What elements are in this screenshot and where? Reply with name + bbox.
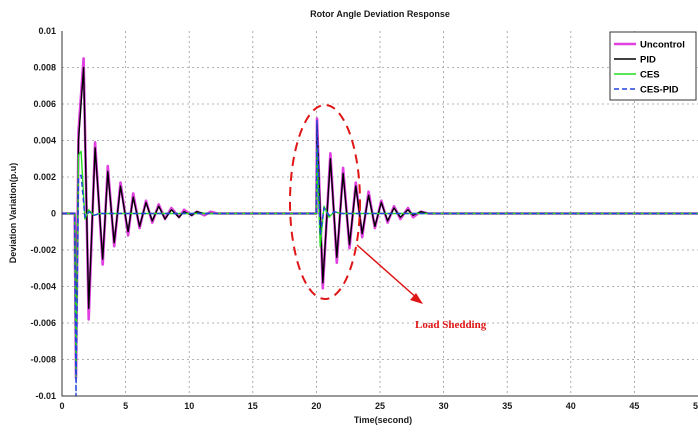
y-axis-label: Deviation Variation(p.u)	[8, 163, 18, 264]
x-axis-label: Time(second)	[354, 415, 412, 425]
y-tick-label: -0.01	[35, 391, 56, 401]
y-tick-label: 0.004	[33, 136, 56, 146]
x-tick-label: 5	[693, 401, 698, 411]
load-shedding-label: Load Shedding	[415, 319, 487, 331]
load-shedding-ellipse	[289, 104, 361, 300]
legend-label-uncontrol: Uncontrol	[640, 40, 685, 51]
axis-frame	[61, 31, 698, 397]
legend-items: Uncontrol PID CES CES-PID	[614, 40, 685, 96]
y-tick-label: -0.002	[30, 245, 56, 255]
x-ticks: 0 5 10 15 20 25 30 35 40 45 5	[59, 401, 698, 411]
load-shedding-annotation: Load Shedding	[289, 104, 487, 331]
y-tick-label: 0.002	[33, 172, 56, 182]
x-tick-label: 40	[566, 401, 576, 411]
x-tick-label: 5	[123, 401, 128, 411]
x-tick-label: 15	[248, 401, 258, 411]
x-tick-label: 35	[502, 401, 512, 411]
x-tick-label: 0	[59, 401, 64, 411]
y-tick-label: 0	[51, 209, 56, 219]
y-ticks: 0.01 0.008 0.006 0.004 0.002 0 -0.002 -0.004 -0.…	[30, 26, 56, 401]
y-tick-label: -0.008	[30, 355, 56, 365]
chart-title: Rotor Angle Deviation Response	[310, 9, 450, 19]
legend-label-ces-pid: CES-PID	[640, 85, 679, 96]
load-shedding-arrowhead	[410, 293, 423, 304]
y-tick-label: -0.004	[30, 282, 56, 292]
legend-label-pid: PID	[640, 55, 656, 66]
legend: Uncontrol PID CES CES-PID	[609, 31, 697, 101]
y-tick-label: 0.006	[33, 99, 56, 109]
x-tick-label: 25	[375, 401, 385, 411]
y-tick-label: 0.008	[33, 63, 56, 73]
legend-label-ces: CES	[640, 70, 660, 81]
x-tick-label: 45	[629, 401, 639, 411]
load-shedding-arrow-line	[356, 244, 419, 300]
series-group	[62, 57, 698, 397]
x-tick-label: 20	[311, 401, 321, 411]
x-tick-label: 30	[439, 401, 449, 411]
x-tick-label: 10	[184, 401, 194, 411]
y-tick-label: -0.006	[30, 318, 56, 328]
y-tick-label: 0.01	[38, 26, 56, 36]
